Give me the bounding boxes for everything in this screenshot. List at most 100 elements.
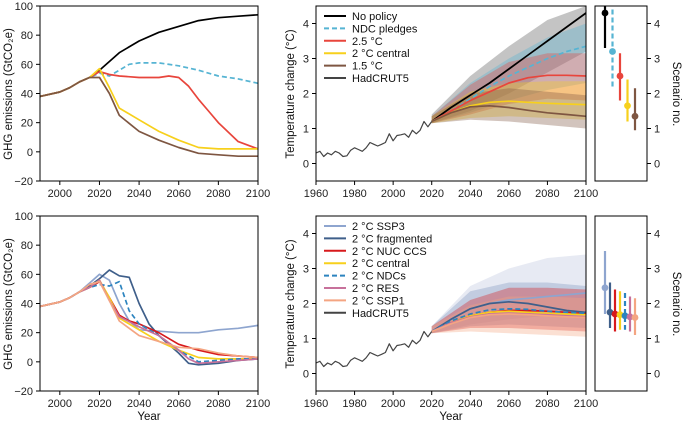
y-tick-label: 0 <box>303 369 309 381</box>
y-tick-label: 80 <box>21 240 33 252</box>
scenario-top-frame <box>594 5 648 182</box>
y-tick-label: 100 <box>15 211 33 223</box>
temperature-panel-top: 1960 1980 2000 2020 2040 2060 2080 2100 0 1 2 3 4 Te… <box>285 5 598 200</box>
x-tick-label: 2000 <box>381 398 405 410</box>
x-tick-label: 2100 <box>574 188 598 200</box>
y-tick-label: 100 <box>15 1 33 13</box>
scenario-bottom-frame <box>594 215 648 392</box>
legend-label-2-5-c: 2.5 °C <box>352 36 383 48</box>
x-tick-label: 2040 <box>458 188 482 200</box>
legend-label-2-c-res: 2 °C RES <box>352 283 399 295</box>
x-tick-label: 1980 <box>342 188 366 200</box>
series-1-5-c <box>431 104 587 123</box>
temperature-bottom-xlabel: Year <box>439 411 462 423</box>
legend-label-ndc-pledges: NDC pledges <box>352 23 418 35</box>
x-tick-label: 2080 <box>206 398 230 410</box>
series-2-5-c <box>39 70 259 150</box>
series-2-5-c <box>431 74 587 123</box>
temperature-top-ylabel: Temperature change (°C) <box>285 29 297 158</box>
y-tick-label: 2 <box>654 299 660 311</box>
x-tick-label: 1960 <box>304 398 328 410</box>
y-tick-label: 0 <box>654 159 660 171</box>
x-tick-label: 2040 <box>458 398 482 410</box>
temperature-panel-bottom: 1960 1980 2000 2020 2040 2060 2080 2100 0 1 2 3 4 Te… <box>285 215 598 423</box>
series-hadcrut5 <box>315 330 433 368</box>
emissions-panel-bottom: 2000 2020 2040 2060 2080 2100−20020406080100 … <box>3 211 270 423</box>
series-2-c-ssp1 <box>39 280 259 359</box>
median-dot-2-c-res <box>626 313 634 321</box>
y-tick-label: 4 <box>303 229 309 241</box>
y-tick-label: 1 <box>303 124 309 136</box>
y-tick-label: 40 <box>21 89 33 101</box>
median-dot-ndc-pledges <box>609 48 616 55</box>
temperature-bottom-ylabel: Temperature change (°C) <box>285 239 297 368</box>
x-tick-label: 2060 <box>166 188 190 200</box>
emissions-bottom-frame <box>39 215 259 392</box>
series-2-c-nuc-ccs <box>39 280 259 359</box>
emissions-top-frame <box>39 5 259 182</box>
emissions-panel-top: 2000 2020 2040 2060 2080 2100−20020406080100 … <box>3 1 270 200</box>
x-tick-label: 2060 <box>166 398 190 410</box>
y-tick-label: 60 <box>21 269 33 281</box>
series-2-c-ssp1 <box>431 313 587 333</box>
y-tick-label: 1 <box>654 334 660 346</box>
legend-label-2-c-nuc-ccs: 2 °C NUC CCS <box>352 246 427 258</box>
y-tick-label: 4 <box>654 19 660 31</box>
median-dot-no-policy <box>601 9 609 17</box>
y-tick-label: 0 <box>654 369 660 381</box>
series-2-c-fragmented <box>39 269 259 366</box>
scenario-range-panel-bottom: 0 1 2 3 4 Scenario no. <box>594 215 682 392</box>
x-tick-label: 2100 <box>574 398 598 410</box>
emissions-bottom-xlabel: Year <box>137 411 160 423</box>
median-dot-2-5-c <box>616 72 624 80</box>
series-2-c-central <box>39 279 258 360</box>
scenario-top-ylabel: Scenario no. <box>670 62 682 127</box>
x-tick-label: 2020 <box>87 398 111 410</box>
y-tick-label: 2 <box>303 299 309 311</box>
y-tick-label: 0 <box>27 147 33 159</box>
x-tick-label: 2000 <box>381 188 405 200</box>
band-1-5-c <box>431 88 586 129</box>
x-tick-label: 2040 <box>127 398 151 410</box>
y-tick-label: 0 <box>303 159 309 171</box>
x-tick-label: 2000 <box>48 398 72 410</box>
x-tick-label: 2020 <box>419 398 443 410</box>
y-tick-label: 3 <box>654 54 660 66</box>
y-tick-label: 2 <box>303 89 309 101</box>
emissions-bottom-ylabel: GHG emissions (GtCO₂e) <box>3 238 15 370</box>
emissions-top-ylabel: GHG emissions (GtCO₂e) <box>3 28 15 160</box>
x-tick-label: 2020 <box>87 188 111 200</box>
median-dot-1-5-c <box>631 112 639 120</box>
legend-label-2-c-central: 2 °C central <box>352 258 410 270</box>
series-ndc-pledges <box>39 62 259 98</box>
y-tick-label: 4 <box>654 229 660 241</box>
y-tick-label: 4 <box>303 19 309 31</box>
legend-label-2-c-central: 2 °C central <box>352 48 410 60</box>
band-no-policy <box>431 6 586 124</box>
y-tick-label: 40 <box>21 299 33 311</box>
series-hadcrut5 <box>315 120 433 158</box>
median-dot-2-c-nuc-ccs <box>611 310 619 318</box>
x-tick-label: 2100 <box>246 398 270 410</box>
y-tick-label: −20 <box>14 176 33 188</box>
x-tick-label: 2080 <box>206 188 230 200</box>
x-tick-label: 2100 <box>246 188 270 200</box>
x-tick-label: 2060 <box>497 188 521 200</box>
series-no-policy <box>431 12 587 123</box>
band-2-c-fragmented <box>431 282 586 334</box>
y-tick-label: 20 <box>21 328 33 340</box>
x-tick-label: 1980 <box>342 398 366 410</box>
legend-label-no-policy: No policy <box>352 11 398 23</box>
median-dot-2-c-central <box>624 102 631 110</box>
x-tick-label: 2060 <box>497 398 521 410</box>
y-tick-label: 3 <box>303 54 309 66</box>
series-2-c-ndcs <box>39 280 258 363</box>
scenario-bottom-ylabel: Scenario no. <box>670 272 682 337</box>
legend-label-2-c-ssp1: 2 °C SSP1 <box>352 295 405 307</box>
x-tick-label: 2020 <box>419 188 443 200</box>
y-tick-label: 20 <box>21 118 33 130</box>
series-1-5-c <box>39 76 258 158</box>
